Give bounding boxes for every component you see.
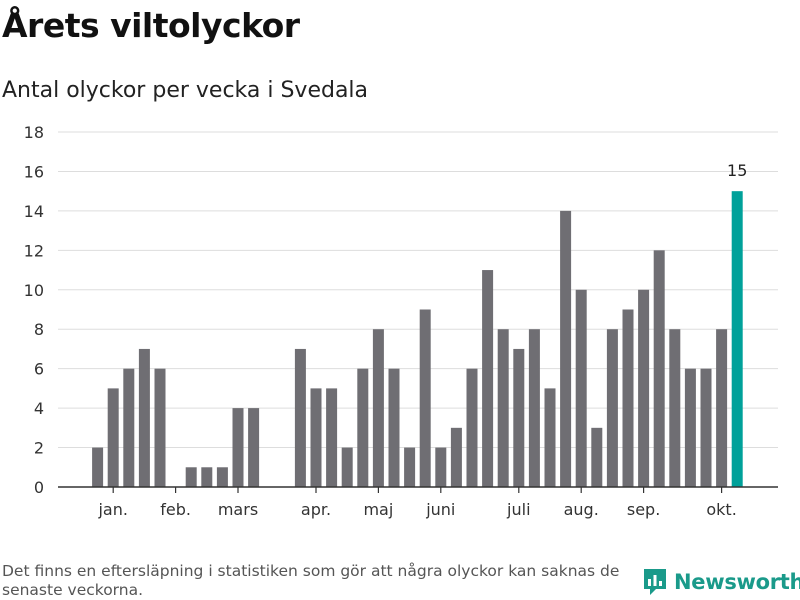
y-tick-label: 4 [34, 399, 44, 418]
bar [185, 467, 197, 487]
y-tick-label: 0 [34, 478, 44, 497]
x-tick-label: feb. [160, 500, 191, 519]
newsworthy-logo-icon [644, 569, 666, 595]
bar [92, 447, 104, 487]
bar [107, 388, 119, 487]
bar [622, 309, 634, 487]
bar-chart: 0 2 4 6 8 10 12 14 16 18 15 jan. feb. mars apr. maj juni… [24, 123, 778, 519]
bar [653, 250, 665, 487]
bar [388, 368, 400, 487]
bar [216, 467, 228, 487]
brand-logo[interactable]: Newsworthy [642, 566, 800, 598]
y-tick-label: 2 [34, 439, 44, 458]
bar [123, 368, 135, 487]
bar [700, 368, 712, 487]
bar [404, 447, 416, 487]
y-tick-label: 16 [24, 162, 44, 181]
chart-subtitle: Antal olyckor per vecka i Svedala [2, 78, 369, 103]
bar [419, 309, 431, 487]
footnote: Det finns en eftersläpning i statistiken… [2, 562, 620, 599]
x-tick-label: maj [363, 500, 393, 519]
labels: 0 2 4 6 8 10 12 14 16 18 15 jan. feb. mars apr. maj juni… [24, 123, 778, 519]
bar [606, 329, 618, 487]
bar [201, 467, 213, 487]
x-tick-label: apr. [301, 500, 331, 519]
bar [466, 368, 478, 487]
bar [248, 408, 260, 487]
bar-highlight [731, 191, 743, 488]
bar [669, 329, 681, 487]
x-tick-label: aug. [564, 500, 599, 519]
bar [638, 289, 650, 487]
brand-name: Newsworthy [674, 570, 800, 594]
y-tick-label: 10 [24, 281, 44, 300]
bar [716, 329, 728, 487]
bar [310, 388, 322, 487]
x-tick-label: jan. [97, 500, 127, 519]
y-tick-label: 14 [24, 202, 44, 221]
bar [544, 388, 556, 487]
bar [684, 368, 696, 487]
bar [435, 447, 447, 487]
x-tick-label: okt. [706, 500, 736, 519]
bar [497, 329, 509, 487]
y-tick-label: 8 [34, 320, 44, 339]
data-label: 15 [727, 161, 747, 180]
bar [450, 427, 462, 487]
bar [154, 368, 166, 487]
bar [326, 388, 338, 487]
bar [357, 368, 369, 487]
x-tick-label: juli [506, 500, 530, 519]
bar [560, 210, 572, 487]
bars [92, 191, 743, 488]
bar [232, 408, 244, 487]
bar [482, 270, 494, 487]
bar [341, 447, 353, 487]
bar [591, 427, 603, 487]
bar [513, 348, 525, 487]
x-tick-label: juni [425, 500, 455, 519]
bar [138, 348, 150, 487]
x-tick-label: sep. [627, 500, 660, 519]
y-tick-label: 6 [34, 360, 44, 379]
chart-title: Årets viltolyckor [2, 6, 300, 45]
y-tick-label: 18 [24, 123, 44, 142]
bar [294, 348, 306, 487]
bar [575, 289, 587, 487]
bar [528, 329, 540, 487]
y-tick-label: 12 [24, 241, 44, 260]
bar [372, 329, 384, 487]
x-tick-label: mars [218, 500, 258, 519]
